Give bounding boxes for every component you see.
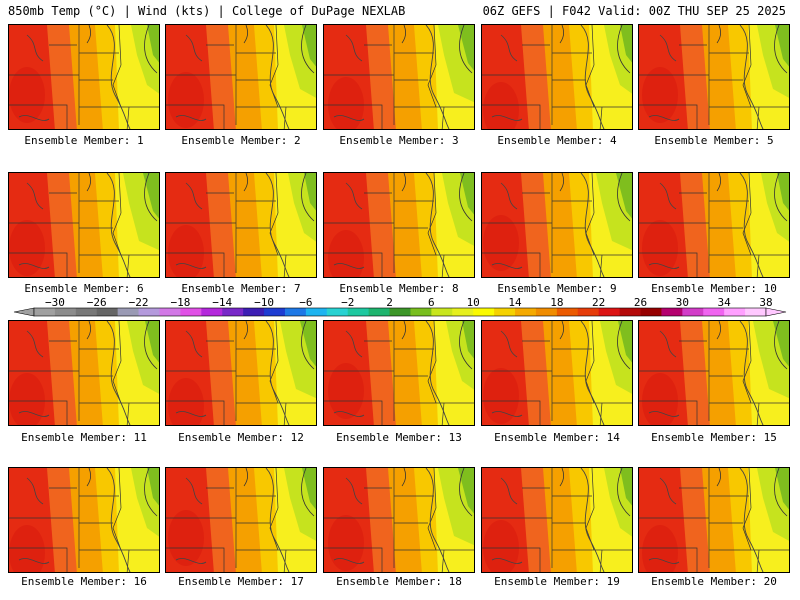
colorbar-tick-label: 30: [676, 296, 689, 309]
member-label: Ensemble Member: 18: [336, 575, 462, 588]
ensemble-member-map: [323, 24, 475, 130]
colorbar-tick-label: 10: [467, 296, 480, 309]
colorbar-tick-label: −6: [299, 296, 312, 309]
colorbar-swatch: [34, 308, 56, 316]
colorbar-tick-label: 6: [428, 296, 435, 309]
member-label: Ensemble Member: 9: [497, 282, 617, 295]
colorbar-swatch: [347, 308, 370, 316]
member-label: Ensemble Member: 14: [494, 431, 620, 444]
header-valid-time: 06Z GEFS | F042 Valid: 00Z THU SEP 25 20…: [482, 4, 786, 18]
colorbar-swatch: [556, 308, 579, 316]
colorbar-swatch: [222, 308, 244, 316]
member-label: Ensemble Member: 13: [336, 431, 462, 444]
ensemble-member-map: [8, 467, 160, 573]
ensemble-member-map: [165, 320, 317, 426]
colorbar-swatch: [515, 308, 537, 316]
ensemble-member-map: [165, 24, 317, 130]
colorbar-swatch: [368, 308, 391, 316]
colorbar-swatch: [410, 308, 432, 316]
ensemble-member-map: [323, 320, 475, 426]
member-label: Ensemble Member: 3: [339, 134, 459, 147]
ensemble-member-map: [8, 320, 160, 426]
colorbar-swatch: [661, 308, 683, 316]
member-label: Ensemble Member: 19: [494, 575, 620, 588]
colorbar-tick-label: −22: [129, 296, 149, 309]
ensemble-member-map: [165, 172, 317, 278]
colorbar-tick-label: −18: [170, 296, 190, 309]
colorbar-swatch: [284, 308, 307, 316]
colorbar-swatch: [138, 308, 160, 316]
colorbar-swatch: [180, 308, 202, 316]
colorbar-swatch: [724, 308, 746, 316]
colorbar-swatch: [452, 308, 474, 316]
colorbar-swatch: [640, 308, 662, 316]
colorbar-swatch: [389, 308, 411, 316]
colorbar-tick-label: −30: [45, 296, 65, 309]
colorbar-tick-label: −26: [87, 296, 107, 309]
colorbar-swatch: [305, 308, 328, 316]
colorbar-swatch: [682, 308, 704, 316]
colorbar-tick-label: 26: [634, 296, 647, 309]
colorbar-swatch: [703, 308, 725, 316]
colorbar-swatch: [75, 308, 98, 316]
colorbar-tick-label: 38: [759, 296, 772, 309]
member-label: Ensemble Member: 12: [178, 431, 304, 444]
ensemble-member-map: [8, 172, 160, 278]
ensemble-member-map: [323, 467, 475, 573]
ensemble-member-map: [638, 320, 790, 426]
ensemble-member-map: [323, 172, 475, 278]
colorbar-swatch: [159, 308, 181, 316]
colorbar-swatch: [577, 308, 600, 316]
colorbar-swatch: [264, 308, 286, 316]
colorbar-swatch: [535, 308, 558, 316]
member-label: Ensemble Member: 15: [651, 431, 777, 444]
colorbar-swatch: [201, 308, 223, 316]
colorbar-swatch: [326, 308, 349, 316]
colorbar-swatch: [473, 308, 495, 316]
ensemble-member-map: [638, 172, 790, 278]
member-label: Ensemble Member: 10: [651, 282, 777, 295]
colorbar-swatch: [243, 308, 265, 316]
colorbar-swatch: [96, 308, 119, 316]
colorbar-tick-label: 14: [508, 296, 522, 309]
member-label: Ensemble Member: 8: [339, 282, 459, 295]
ensemble-member-map: [638, 24, 790, 130]
ensemble-member-map: [481, 172, 633, 278]
ensemble-member-map: [481, 320, 633, 426]
colorbar-tick-label: 2: [386, 296, 393, 309]
header-title: 850mb Temp (°C) | Wind (kts) | College o…: [8, 4, 406, 18]
colorbar-tick-label: −14: [212, 296, 232, 309]
colorbar-swatch: [117, 308, 140, 316]
member-label: Ensemble Member: 11: [21, 431, 147, 444]
member-label: Ensemble Member: 17: [178, 575, 304, 588]
colorbar-swatch: [619, 308, 642, 316]
member-label: Ensemble Member: 4: [497, 134, 617, 147]
colorbar-swatch: [598, 308, 621, 316]
colorbar-tick-label: −2: [341, 296, 354, 309]
colorbar-tick-label: 18: [550, 296, 563, 309]
ensemble-member-map: [481, 24, 633, 130]
temperature-colorbar: −30 −26 −22 −18 −14 −10 −6 −2 2 6 10 14 18 22 26 30 34 38…: [13, 296, 787, 317]
colorbar-swatch: [494, 308, 516, 316]
colorbar-right-arrow: [765, 307, 787, 317]
ensemble-member-map: [165, 467, 317, 573]
member-label: Ensemble Member: 7: [181, 282, 301, 295]
colorbar-swatch: [54, 308, 77, 316]
member-label: Ensemble Member: 2: [181, 134, 301, 147]
ensemble-member-map: [8, 24, 160, 130]
colorbar-tick-label: 22: [592, 296, 605, 309]
member-label: Ensemble Member: 16: [21, 575, 147, 588]
colorbar-left-arrow: [13, 307, 35, 317]
member-label: Ensemble Member: 5: [654, 134, 774, 147]
colorbar-swatch: [745, 308, 767, 316]
colorbar-tick-label: −10: [254, 296, 274, 309]
member-label: Ensemble Member: 6: [24, 282, 144, 295]
colorbar-swatch: [431, 308, 453, 316]
ensemble-member-map: [481, 467, 633, 573]
colorbar-tick-label: 34: [718, 296, 732, 309]
member-label: Ensemble Member: 1: [24, 134, 144, 147]
member-label: Ensemble Member: 20: [651, 575, 777, 588]
ensemble-member-map: [638, 467, 790, 573]
